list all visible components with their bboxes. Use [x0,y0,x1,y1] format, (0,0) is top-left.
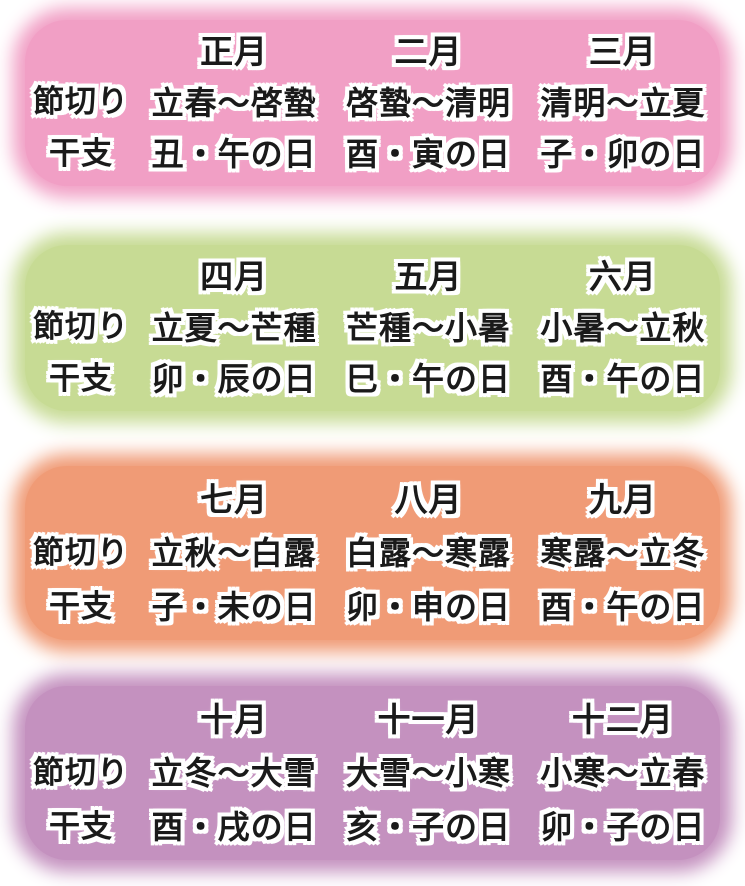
row-label-sekkiri: 節切り [33,754,129,791]
row-label-eto: 干支 [49,808,113,845]
row-label-eto: 干支 [49,588,113,625]
eto-cell-month-11: 亥・子の日 [345,808,511,846]
month-header-8: 八月 [394,479,463,519]
month-header-7: 七月 [200,479,269,519]
month-header-10: 十月 [200,699,269,739]
eto-cell-month-6: 酉・午の日 [540,360,706,399]
season-block-1: 正月 二月 三月 節切り 立春～啓蟄 啓蟄～清明 清明～立夏 干支 丑・午の日 … [25,20,720,186]
month-header-11: 十一月 [377,699,480,739]
month-header-12: 十二月 [571,699,674,739]
eto-cell-month-1: 丑・午の日 [151,135,317,174]
sekkiri-cell-month-11: 大雪～小寒 [345,754,511,792]
sekkiri-cell-month-4: 立夏～芒種 [151,308,317,347]
row-label-sekkiri: 節切り [33,534,129,571]
month-header-3: 三月 [588,32,657,72]
sekkiri-cell-month-2: 啓蟄～清明 [345,83,511,122]
sekkiri-cell-month-8: 白露～寒露 [345,534,511,572]
season-block-3: 七月 八月 九月 節切り 立秋～白露 白露～寒露 寒露～立冬 干支 子・未の日 … [25,466,720,640]
sekkiri-cell-month-12: 小寒～立春 [540,754,706,792]
month-header-2: 二月 [394,32,463,72]
eto-cell-month-10: 酉・戌の日 [151,808,317,846]
month-header-1: 正月 [200,32,269,72]
month-header-5: 五月 [394,257,463,297]
eto-cell-month-2: 酉・寅の日 [345,135,511,174]
eto-cell-month-4: 卯・辰の日 [151,360,317,399]
sekkiri-cell-month-6: 小暑～立秋 [540,308,706,347]
eto-cell-month-9: 酉・午の日 [540,588,706,626]
month-header-4: 四月 [200,257,269,297]
row-label-eto: 干支 [49,135,113,172]
sekkiri-cell-month-3: 清明～立夏 [540,83,706,122]
season-block-2: 四月 五月 六月 節切り 立夏～芒種 芒種～小暑 小暑～立秋 干支 卯・辰の日 … [25,245,720,411]
sekkiri-cell-month-1: 立春～啓蟄 [151,83,317,122]
eto-cell-month-7: 子・未の日 [151,588,317,626]
row-label-eto: 干支 [49,360,113,397]
sekkiri-cell-month-5: 芒種～小暑 [345,308,511,347]
month-header-6: 六月 [588,257,657,297]
sekkiri-cell-month-9: 寒露～立冬 [540,534,706,572]
month-header-9: 九月 [588,479,657,519]
season-block-4: 十月 十一月 十二月 節切り 立冬～大雪 大雪～小寒 小寒～立春 干支 酉・戌の… [25,686,720,860]
sekkiri-cell-month-7: 立秋～白露 [151,534,317,572]
sekkiri-cell-month-10: 立冬～大雪 [151,754,317,792]
row-label-sekkiri: 節切り [33,309,129,346]
row-label-sekkiri: 節切り [33,84,129,121]
eto-cell-month-5: 巳・午の日 [345,360,511,399]
eto-cell-month-8: 卯・申の日 [345,588,511,626]
eto-cell-month-3: 子・卯の日 [540,135,706,174]
eto-cell-month-12: 卯・子の日 [540,808,706,846]
